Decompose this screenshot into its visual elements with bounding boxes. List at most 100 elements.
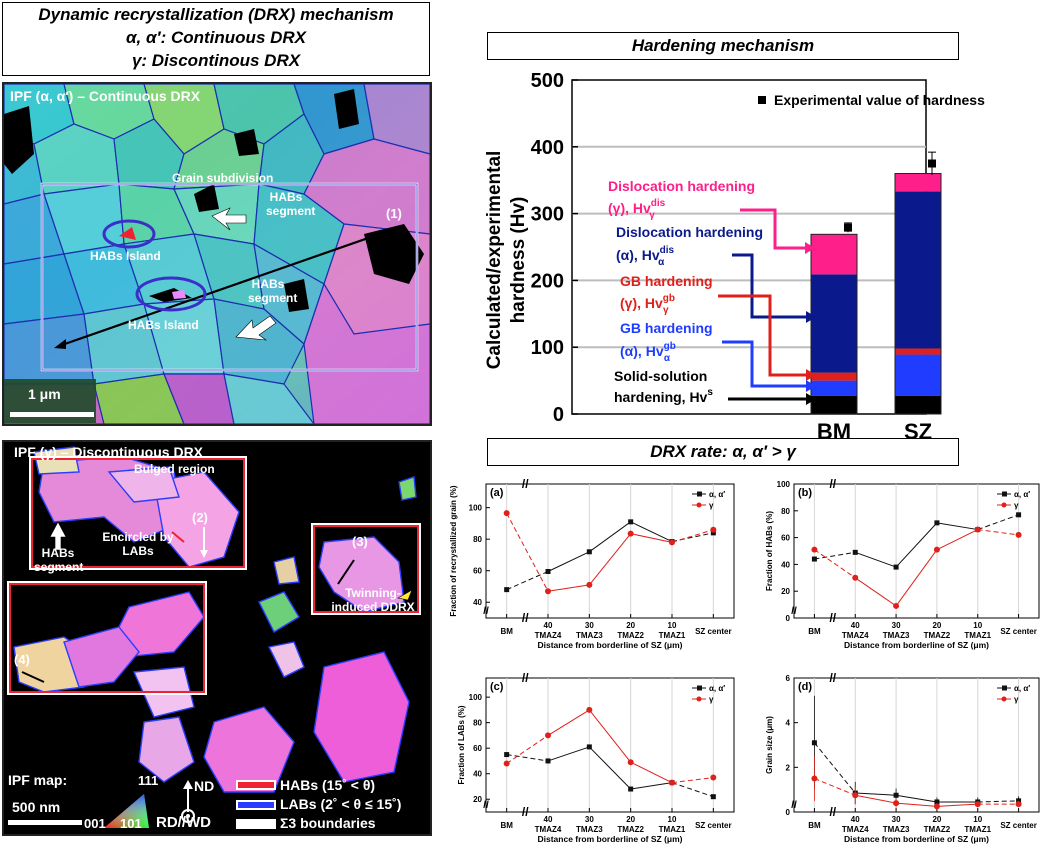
panel-xtick-label: 20	[626, 621, 635, 630]
ann-gb-alpha-2-sup: gb	[664, 341, 676, 352]
panel-legend-label: α, α′	[709, 490, 725, 499]
panel-xsubtick-label: TMAZ4	[842, 631, 869, 640]
habs-segment-label-2: HABs segment	[248, 277, 297, 305]
ann-disl-gamma-2: (γ), Hvdis γ	[608, 198, 666, 221]
panel-xtick-label: 30	[892, 815, 901, 824]
marker-1: (1)	[386, 206, 402, 221]
drx-mechanism-title: Dynamic recrystallization (DRX) mechanis…	[2, 2, 430, 76]
panel-xsubtick-label: TMAZ1	[659, 631, 686, 640]
panel-point-gamma	[974, 526, 981, 533]
panel-series-segment	[814, 549, 856, 579]
panel-ytick-label: 6	[786, 674, 791, 683]
panel-point-gamma	[852, 574, 859, 581]
nd-label: ND	[194, 778, 215, 794]
hardening-bar-outline	[810, 233, 858, 415]
panel-series-segment	[814, 551, 856, 560]
panel-series-segment	[855, 792, 897, 796]
panel-xlabel: Distance from borderline of SZ (μm)	[844, 640, 989, 650]
panel-axis-break-top: //	[829, 671, 836, 685]
panel-xlabel: Distance from borderline of SZ (μm)	[844, 834, 989, 844]
arrowhead-gb-gamma	[806, 369, 816, 381]
panel-point-gamma	[669, 779, 675, 786]
panel-ytick-label: 0	[786, 614, 791, 623]
hardening-bar-segment	[811, 380, 857, 396]
panel-xtick-label: 40	[851, 621, 860, 630]
ann-ss-1: Solid-solution	[614, 368, 707, 384]
panel-xtick-label: 10	[973, 621, 982, 630]
ann-gb-alpha-2-main: (α), Hv	[620, 343, 664, 359]
panel-series-segment	[977, 514, 1019, 531]
panel-xtick-label: BM	[500, 821, 513, 830]
panel-legend-marker	[1002, 685, 1007, 691]
twinning-ddrx-label: Twinning-induced DDRX	[326, 586, 420, 614]
hardening-bar-segment	[895, 348, 941, 355]
panel-letter: (c)	[490, 681, 504, 693]
marker-4: (4)	[14, 652, 30, 667]
panel-legend-label: α, α′	[1014, 684, 1030, 693]
hardening-ylabel-1: Calculated/experimental	[484, 151, 505, 370]
drx-title-line1: Dynamic recrystallization (DRX) mechanis…	[38, 5, 394, 24]
ipf-top-label: IPF (α, α′) – Continuous DRX	[10, 88, 201, 104]
panel-series-segment	[630, 533, 673, 543]
scale-bar-1um: 1 μm	[28, 386, 61, 402]
panel-axis-break-left: //	[791, 606, 797, 617]
panel-point-alpha	[504, 752, 510, 758]
panel-axis-break-bottom: //	[829, 611, 836, 625]
marker-2: (2)	[192, 510, 208, 525]
habs-segment-text-1: HABs segment	[266, 190, 316, 218]
panel-xtick-label: 40	[851, 815, 860, 824]
panel-point-gamma	[852, 792, 859, 799]
panel-point-gamma	[933, 546, 940, 553]
ann-gb-gamma-1: GB hardening	[620, 273, 713, 289]
panel-point-alpha	[545, 758, 551, 764]
panel-point-gamma	[627, 759, 634, 766]
panel-series-segment	[936, 522, 978, 531]
panel-ytick-label: 80	[781, 507, 790, 516]
panel-point-gamma	[893, 602, 900, 609]
panel-series-segment	[547, 551, 590, 572]
ipf-map-label: IPF map:	[8, 772, 68, 788]
panel-legend-label: α, α′	[709, 684, 725, 693]
ann-ss-2-main: hardening, Hv	[614, 389, 708, 405]
habs-island-label-2: HABs Island	[128, 318, 199, 332]
panel-xtick-label: 10	[668, 815, 677, 824]
hardening-title-box: Hardening mechanism	[487, 32, 959, 60]
panel-ytick-label: 80	[473, 535, 482, 544]
hardening-ytick-label: 200	[531, 270, 564, 292]
panel-point-gamma	[811, 775, 818, 782]
panel-series-segment	[814, 742, 856, 794]
hardening-bar-segment	[811, 274, 857, 373]
panel-axis-break-left: //	[791, 800, 797, 811]
panel-axis-break-bottom: //	[522, 611, 529, 625]
panel-letter: (b)	[798, 487, 812, 499]
panel-point-alpha	[811, 740, 817, 746]
panel-letter: (a)	[490, 487, 504, 499]
panel-xsubtick-label: TMAZ1	[964, 825, 991, 834]
panel-xtick-label: 20	[932, 621, 941, 630]
panel-point-gamma	[586, 581, 593, 588]
hardening-ytick-label: 0	[553, 404, 564, 426]
panel-legend-label: γ	[709, 501, 714, 510]
panel-point-gamma	[933, 803, 940, 810]
panel-c-chart: //////20406080100BM40TMAZ430TMAZ320TMAZ2…	[457, 671, 735, 844]
hardening-ytick-label: 100	[531, 337, 564, 359]
panel-series-segment	[506, 735, 549, 764]
ann-disl-gamma-2-main: (γ), Hv	[608, 200, 651, 216]
legend-habs: HABs (15˚ < θ)	[280, 777, 376, 793]
hardening-bar-segment	[811, 395, 857, 414]
panel-ytick-label: 40	[473, 770, 482, 779]
arrow-disl-gamma	[740, 208, 805, 250]
ann-gb-alpha-2-sub: α	[664, 353, 671, 364]
ipf-bottom-label: IPF (γ) – Discontinuous DRX	[14, 444, 204, 460]
ann-disl-alpha-2-sup: dis	[660, 245, 675, 256]
panel-point-gamma	[503, 760, 510, 767]
ipf-map-discontinuous-drx: IPF (γ) – Discontinuous DRX Bulged regio…	[2, 440, 432, 836]
arrow-gb-alpha	[722, 340, 806, 388]
panel-legend-label: γ	[709, 695, 714, 704]
panel-ytick-label: 20	[781, 587, 790, 596]
panel-series-segment	[630, 761, 673, 784]
panel-xtick-label: 30	[585, 815, 594, 824]
panel-series-segment	[506, 754, 549, 762]
panel-point-alpha	[893, 564, 899, 570]
panel-point-alpha	[710, 530, 716, 536]
